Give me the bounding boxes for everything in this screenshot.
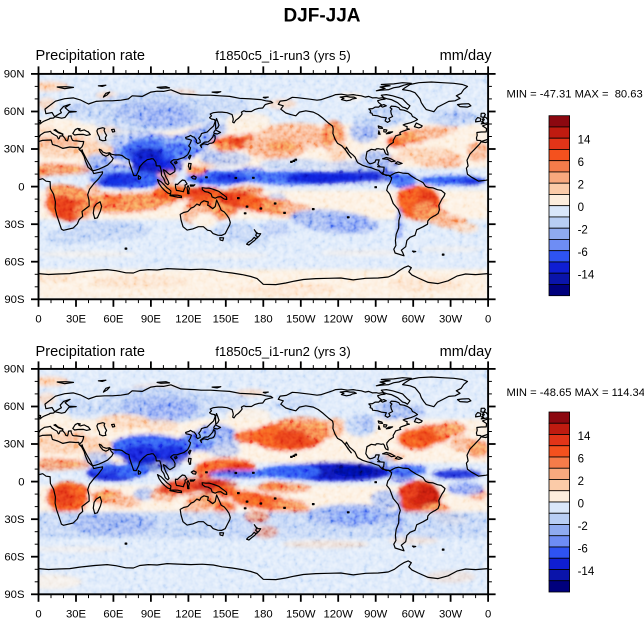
svg-text:120W: 120W — [323, 313, 353, 325]
svg-text:90W: 90W — [364, 313, 388, 325]
svg-text:2: 2 — [578, 476, 584, 488]
svg-text:f1850c5_i1-run3 (yrs 5): f1850c5_i1-run3 (yrs 5) — [215, 48, 350, 63]
svg-text:90S: 90S — [4, 294, 25, 306]
svg-text:MIN = -47.31 MAX = 80.63: MIN = -47.31 MAX = 80.63 — [507, 88, 643, 100]
svg-text:60W: 60W — [402, 608, 426, 620]
svg-text:30N: 30N — [4, 144, 25, 156]
svg-text:30S: 30S — [4, 219, 25, 231]
svg-text:30W: 30W — [439, 608, 463, 620]
svg-text:90E: 90E — [141, 608, 162, 620]
svg-text:60S: 60S — [4, 551, 25, 563]
svg-text:-6: -6 — [578, 543, 588, 555]
svg-text:30W: 30W — [439, 313, 463, 325]
svg-text:-14: -14 — [578, 566, 595, 578]
svg-text:90W: 90W — [364, 608, 388, 620]
svg-text:f1850c5_i1-run2 (yrs 3): f1850c5_i1-run2 (yrs 3) — [215, 344, 350, 359]
svg-text:-2: -2 — [578, 521, 588, 533]
svg-text:30E: 30E — [66, 608, 87, 620]
svg-text:150E: 150E — [213, 313, 240, 325]
svg-text:120E: 120E — [175, 313, 202, 325]
svg-text:14: 14 — [578, 431, 591, 443]
svg-text:2: 2 — [578, 180, 584, 192]
svg-text:14: 14 — [578, 135, 591, 147]
svg-text:0: 0 — [485, 608, 491, 620]
svg-text:mm/day: mm/day — [440, 48, 493, 64]
svg-text:-2: -2 — [578, 225, 588, 237]
svg-text:Precipitation rate: Precipitation rate — [36, 344, 146, 360]
svg-text:6: 6 — [578, 453, 584, 465]
svg-text:-14: -14 — [578, 270, 595, 282]
svg-text:120W: 120W — [323, 608, 353, 620]
svg-text:180: 180 — [254, 608, 273, 620]
svg-text:0: 0 — [578, 202, 584, 214]
svg-text:0: 0 — [18, 476, 24, 488]
svg-text:60N: 60N — [4, 401, 25, 413]
svg-text:150W: 150W — [286, 608, 316, 620]
svg-text:Precipitation rate: Precipitation rate — [36, 48, 146, 64]
svg-text:0: 0 — [35, 313, 41, 325]
svg-text:150E: 150E — [213, 608, 240, 620]
svg-text:120E: 120E — [175, 608, 202, 620]
svg-text:60W: 60W — [402, 313, 426, 325]
svg-text:0: 0 — [18, 181, 24, 193]
svg-text:0: 0 — [578, 498, 584, 510]
svg-text:MIN = -48.65 MAX = 114.34: MIN = -48.65 MAX = 114.34 — [507, 387, 644, 399]
svg-text:180: 180 — [254, 313, 273, 325]
svg-text:0: 0 — [485, 313, 491, 325]
svg-text:30E: 30E — [66, 313, 87, 325]
svg-text:90E: 90E — [141, 313, 162, 325]
svg-text:mm/day: mm/day — [440, 344, 493, 360]
svg-text:150W: 150W — [286, 313, 316, 325]
svg-text:30N: 30N — [4, 439, 25, 451]
svg-text:60E: 60E — [103, 608, 124, 620]
svg-text:-6: -6 — [578, 247, 588, 259]
svg-text:90S: 90S — [4, 589, 25, 601]
svg-text:60N: 60N — [4, 106, 25, 118]
svg-text:6: 6 — [578, 157, 584, 169]
svg-text:30S: 30S — [4, 514, 25, 526]
svg-text:DJF-JJA: DJF-JJA — [283, 6, 360, 27]
svg-text:0: 0 — [35, 608, 41, 620]
svg-text:90N: 90N — [4, 364, 25, 376]
svg-text:60E: 60E — [103, 313, 124, 325]
svg-text:90N: 90N — [4, 69, 25, 81]
svg-text:60S: 60S — [4, 256, 25, 268]
